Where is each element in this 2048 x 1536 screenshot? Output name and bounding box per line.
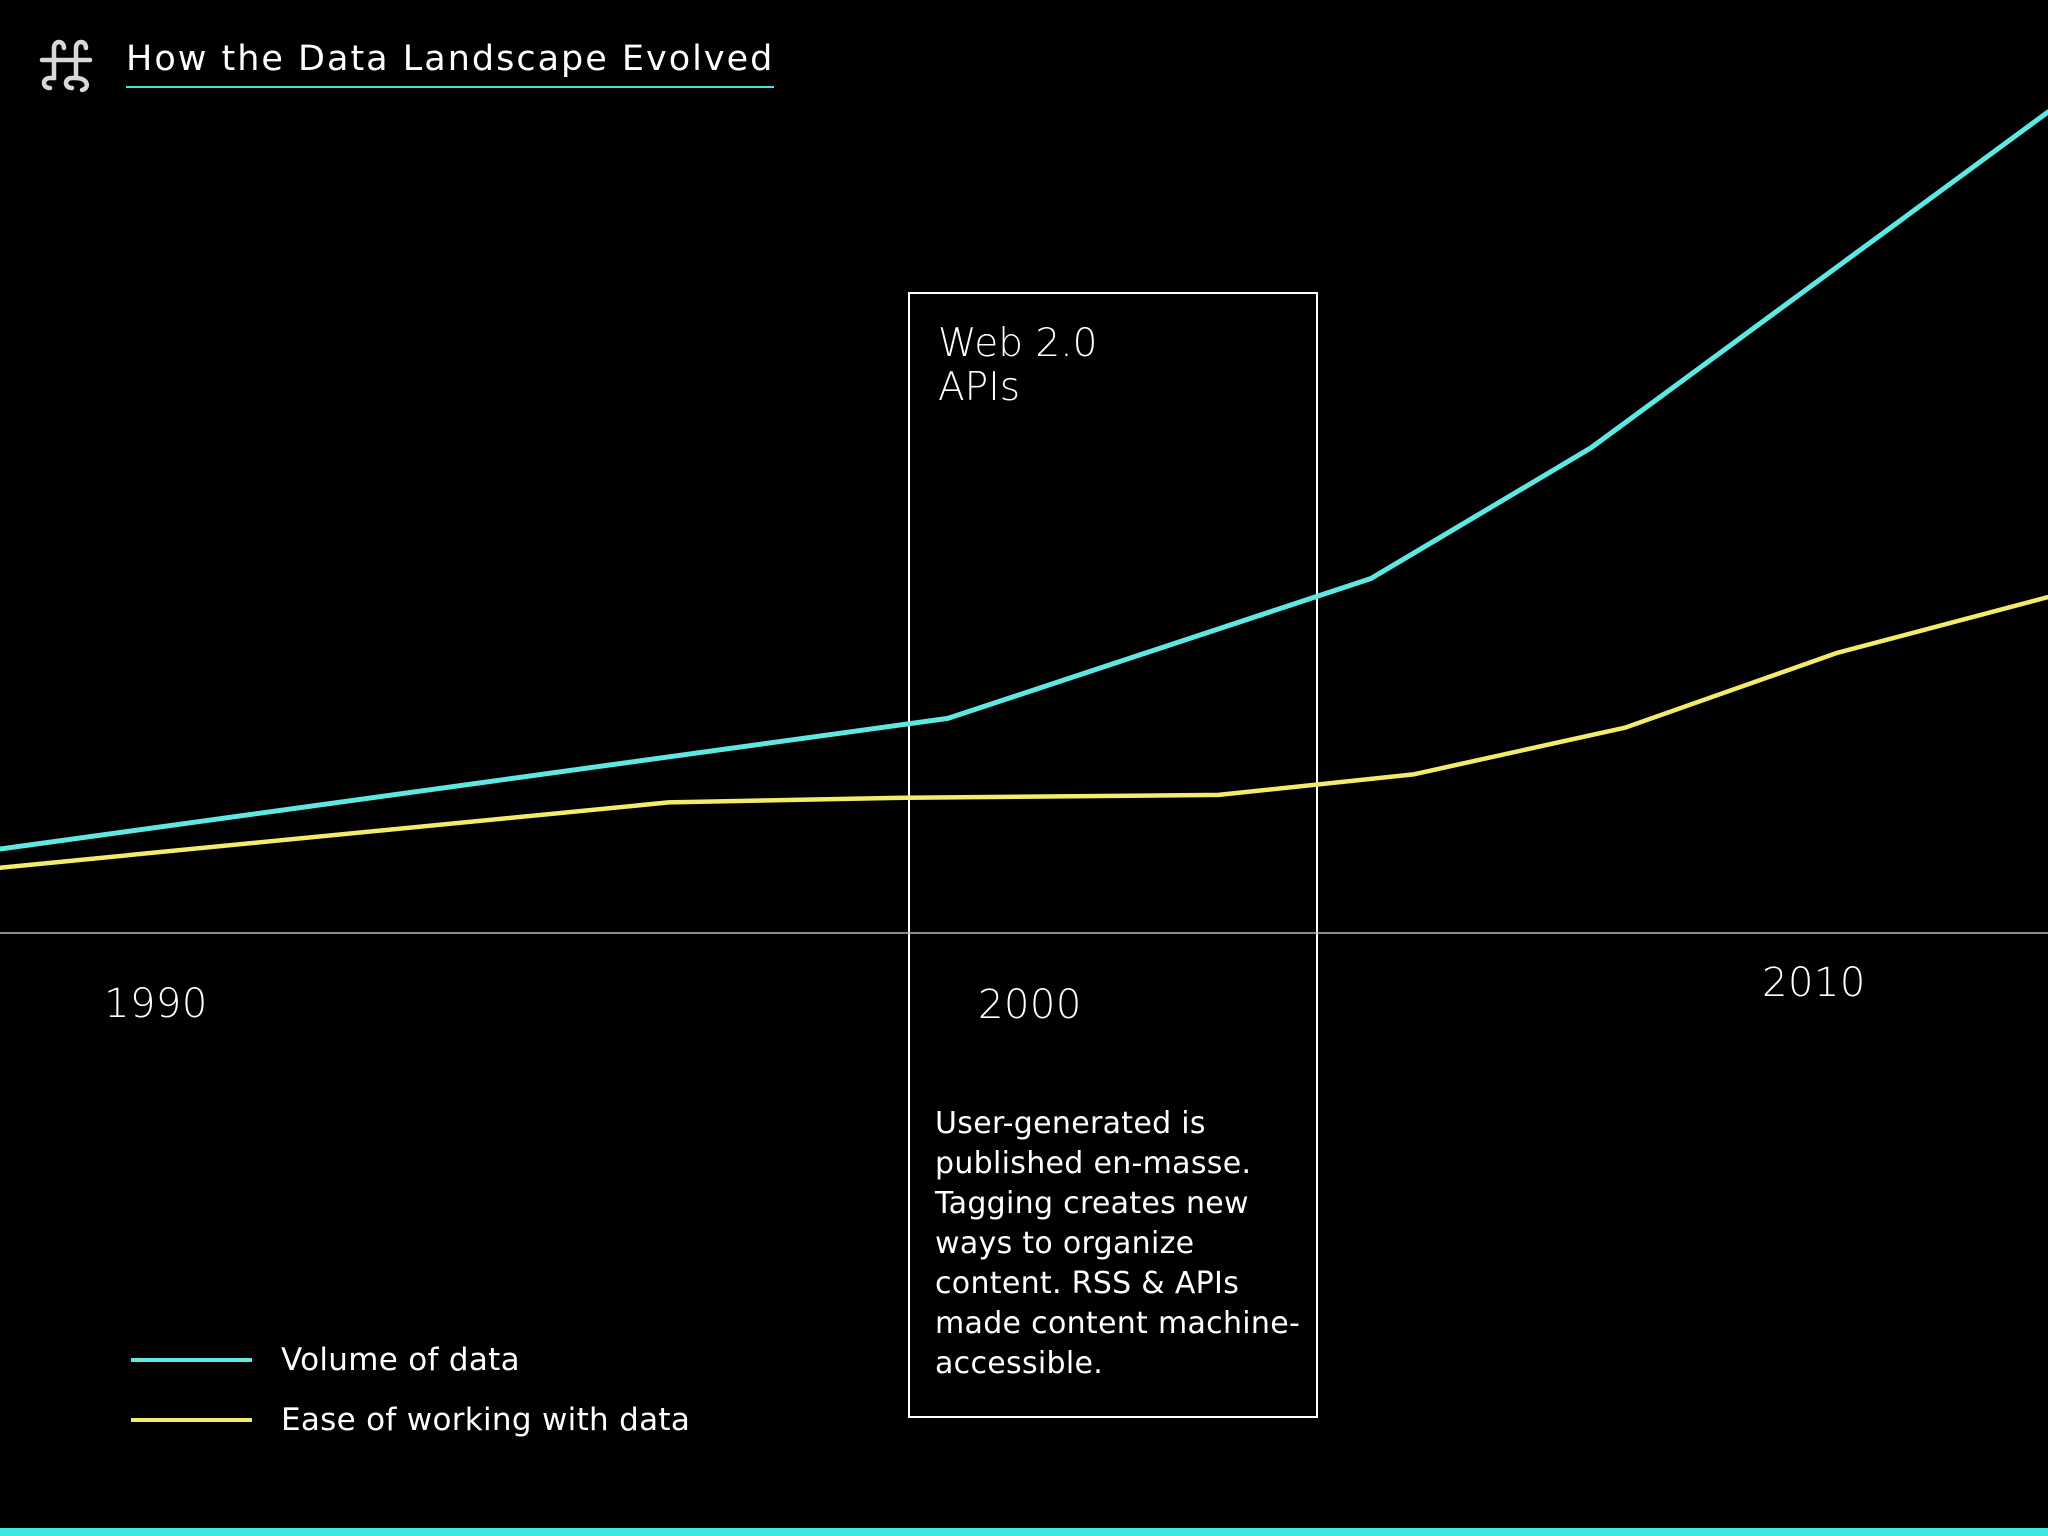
legend-swatch-volume <box>131 1358 252 1362</box>
legend-swatch-ease <box>131 1418 252 1422</box>
footer-accent-bar <box>0 1528 2048 1536</box>
x-tick-label-1990: 1990 <box>104 981 208 1027</box>
annotation-description: User-generated is published en-masse. Ta… <box>935 1106 1301 1381</box>
legend-label-ease: Ease of working with data <box>281 1402 691 1438</box>
series-line-ease-of-working-with-data <box>0 594 2048 870</box>
annotation-title-line-2: APIs <box>938 365 1021 410</box>
legend: Volume of data Ease of working with data <box>131 1330 690 1450</box>
legend-item-volume-of-data: Volume of data <box>131 1330 690 1390</box>
x-tick-label-2010: 2010 <box>1762 960 1866 1006</box>
page-title: How the Data Landscape Evolved <box>126 34 775 88</box>
ampersand-logo-icon <box>39 39 93 93</box>
legend-item-ease-of-working-with-data: Ease of working with data <box>131 1390 690 1450</box>
annotation-box <box>908 292 1318 1418</box>
x-tick-label-2000: 2000 <box>978 982 1082 1028</box>
annotation-title: Web 2.0 APIs <box>938 322 1097 410</box>
legend-label-volume: Volume of data <box>281 1342 520 1378</box>
annotation-title-line-1: Web 2.0 <box>938 321 1098 366</box>
series-line-volume-of-data <box>0 109 2048 852</box>
header: How the Data Landscape Evolved <box>38 34 775 94</box>
